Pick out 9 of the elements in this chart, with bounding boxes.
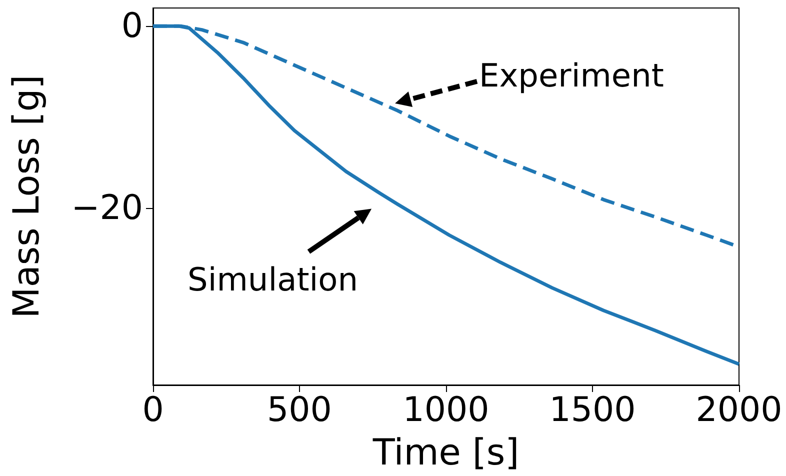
x-tick-label: 500	[267, 390, 332, 430]
annotation: Simulation	[188, 260, 358, 299]
x-axis-title: Time [s]	[372, 432, 520, 474]
y-tick-label: −20	[71, 188, 143, 228]
x-tick-label: 1000	[402, 390, 490, 430]
x-tick-label: 1500	[549, 390, 636, 430]
annotation: Experiment	[479, 56, 664, 94]
x-tick-label: 2000	[696, 390, 782, 430]
y-axis-title: Mass Loss [g]	[6, 74, 48, 318]
